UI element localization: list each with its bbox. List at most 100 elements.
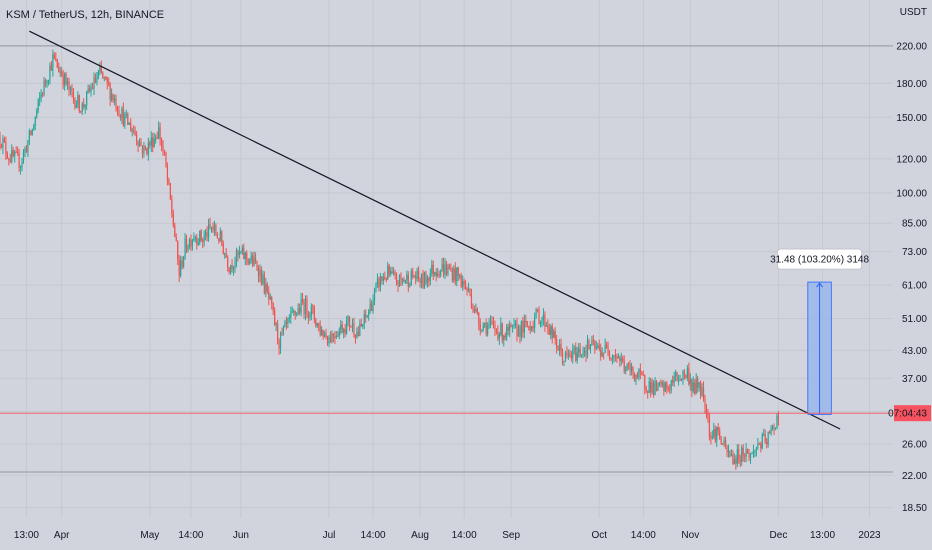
- candle-body: [356, 331, 358, 338]
- candle-body: [591, 340, 593, 346]
- time-tick-label: 14:00: [361, 530, 386, 541]
- candle-body: [729, 450, 731, 457]
- candle-body: [246, 252, 248, 259]
- candle-body: [328, 337, 330, 344]
- candle-body: [426, 277, 429, 283]
- candle-body: [318, 323, 320, 326]
- candle-body: [61, 71, 63, 76]
- candle-body: [642, 374, 644, 376]
- candle-body: [86, 91, 88, 105]
- price-tick-label: 22.00: [902, 471, 927, 482]
- candle-body: [511, 324, 514, 327]
- candle-body: [344, 329, 346, 334]
- candle-body: [597, 345, 599, 348]
- candle-body: [556, 339, 558, 348]
- candle-body: [686, 368, 688, 378]
- price-range-measure[interactable]: 31.48 (103.20%) 3148: [770, 248, 869, 415]
- candle-body: [304, 299, 307, 315]
- trendline[interactable]: [29, 30, 841, 430]
- time-tick-label: 2023: [858, 530, 881, 541]
- price-tick-label: 26.00: [902, 440, 927, 451]
- candle-body: [470, 294, 473, 307]
- candle-body: [733, 459, 735, 465]
- candle-body: [11, 150, 13, 162]
- time-axis[interactable]: 13:00 Apr May 14:00 Jun Jul 14:00 Aug 14:00 Sep Oc…: [0, 518, 932, 550]
- candle-body: [638, 369, 640, 378]
- candle-body: [567, 354, 570, 356]
- candle-body: [150, 137, 152, 146]
- candle-body: [351, 323, 354, 327]
- candle-body: [724, 440, 727, 447]
- candle-body: [409, 285, 411, 287]
- candle-body: [572, 348, 574, 359]
- time-tick-label: Oct: [591, 530, 607, 541]
- candle-body: [539, 321, 542, 325]
- candle-body: [228, 267, 230, 273]
- candle-body: [432, 264, 434, 275]
- candle-body: [517, 327, 520, 337]
- candle-body: [538, 311, 540, 325]
- candle-body: [263, 274, 265, 293]
- candle-body: [213, 225, 216, 231]
- candle-body: [146, 148, 148, 155]
- candle-body: [454, 268, 456, 282]
- candle-body: [657, 382, 659, 392]
- candle-body: [91, 87, 94, 90]
- candle-body: [544, 314, 546, 327]
- candle-body: [197, 242, 199, 245]
- candle-body: [335, 335, 337, 338]
- candle-body: [492, 322, 495, 326]
- candle-body: [397, 284, 399, 286]
- candle-body: [385, 278, 387, 280]
- candle-body: [188, 239, 191, 248]
- candle-body: [519, 327, 521, 338]
- candle-body: [758, 443, 760, 445]
- candle-body: [460, 275, 462, 287]
- candle-body: [566, 352, 568, 355]
- candle-body: [294, 311, 296, 315]
- candle-body: [348, 316, 351, 326]
- price-tick-label: 180.00: [896, 79, 927, 90]
- candle-body: [495, 329, 498, 332]
- candle-body: [478, 313, 480, 325]
- candle-body: [563, 360, 565, 363]
- candle-body: [174, 225, 176, 237]
- candle-body: [102, 72, 104, 78]
- candle-body: [262, 274, 264, 284]
- candle-body: [80, 111, 82, 113]
- candle-body: [400, 274, 402, 280]
- candle-body: [708, 417, 711, 437]
- candle-body: [417, 270, 420, 280]
- candle-body: [343, 329, 345, 333]
- candle-body: [760, 444, 762, 449]
- candle-body: [667, 387, 669, 390]
- candle-body: [200, 230, 202, 241]
- candle-body: [550, 326, 552, 335]
- candle-body: [130, 122, 132, 132]
- candles[interactable]: [0, 49, 780, 470]
- candle-body: [692, 382, 694, 392]
- candle-body: [422, 273, 424, 288]
- candle-body: [771, 426, 774, 429]
- candle-body: [2, 138, 4, 149]
- price-tick-label: 61.00: [902, 281, 927, 292]
- candle-body: [736, 449, 738, 464]
- candle-body: [600, 349, 602, 357]
- candle-body: [362, 324, 364, 327]
- candle-body: [326, 337, 329, 344]
- candle-body: [81, 103, 83, 112]
- candle-body: [313, 308, 315, 320]
- price-tick-label: 73.00: [902, 247, 927, 258]
- candle-body: [354, 335, 357, 338]
- candle-body: [190, 239, 192, 247]
- candle-body: [702, 387, 705, 399]
- candle-body: [764, 434, 766, 443]
- candle-body: [133, 130, 135, 132]
- candle-body: [497, 331, 499, 339]
- candle-body: [633, 374, 636, 381]
- price-tick-label: 120.00: [896, 154, 927, 165]
- candle-body: [260, 269, 263, 284]
- price-axis[interactable]: 220.00 180.00 150.00 120.00 100.00 85.00 73.00…: [888, 0, 932, 550]
- candle-body: [578, 348, 580, 353]
